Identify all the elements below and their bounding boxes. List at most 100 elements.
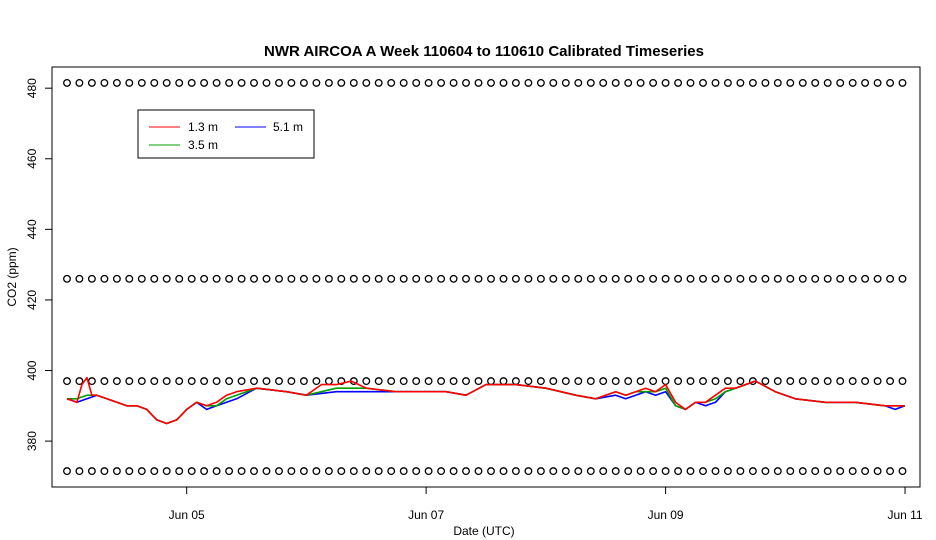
calibration-point bbox=[324, 467, 333, 476]
calibration-point bbox=[549, 377, 558, 386]
calibration-point bbox=[848, 78, 857, 87]
calibration-point bbox=[275, 274, 283, 283]
calibration-point bbox=[711, 78, 720, 87]
calibration-point bbox=[499, 467, 508, 476]
calibration-point bbox=[125, 467, 134, 476]
calibration-point bbox=[437, 78, 446, 87]
calibration-point bbox=[487, 467, 495, 476]
calibration-point bbox=[262, 78, 271, 87]
calibration-point bbox=[287, 78, 296, 87]
calibration-point bbox=[711, 377, 720, 386]
calibration-point bbox=[723, 467, 732, 476]
calibration-point bbox=[848, 377, 857, 386]
calibration-point bbox=[798, 467, 807, 476]
calibration-point bbox=[337, 377, 346, 386]
calibration-point bbox=[686, 467, 695, 476]
series-line-5-1-m bbox=[66, 380, 906, 425]
calibration-point bbox=[312, 467, 321, 476]
calibration-point bbox=[561, 467, 570, 476]
calibration-point bbox=[524, 377, 533, 386]
legend-label-3-5m: 3.5 m bbox=[188, 138, 218, 152]
calibration-point bbox=[823, 377, 832, 386]
legend: 1.3 m 3.5 m 5.1 m bbox=[137, 109, 315, 159]
calibration-point bbox=[699, 274, 707, 283]
legend-label-5-1m: 5.1 m bbox=[273, 120, 303, 134]
calibration-point bbox=[886, 467, 895, 476]
calibration-point bbox=[212, 274, 221, 283]
calibration-point bbox=[524, 467, 533, 476]
calibration-point bbox=[873, 274, 882, 283]
calibration-point bbox=[636, 377, 645, 386]
calibration-point bbox=[661, 78, 670, 87]
calibration-point bbox=[100, 467, 109, 476]
calibration-point bbox=[474, 78, 483, 87]
calibration-point bbox=[574, 274, 583, 283]
calibration-point bbox=[374, 467, 383, 476]
calibration-point bbox=[886, 274, 895, 283]
calibration-point bbox=[449, 467, 458, 476]
calibration-point bbox=[624, 377, 633, 386]
legend-label-1-3m: 1.3 m bbox=[188, 120, 218, 134]
calibration-point bbox=[200, 377, 209, 386]
calibration-point bbox=[212, 467, 221, 476]
calibration-point bbox=[125, 274, 134, 283]
calibration-point bbox=[137, 274, 146, 283]
calibration-point bbox=[786, 274, 795, 283]
calibration-point bbox=[162, 467, 171, 476]
calibration-point bbox=[324, 78, 333, 87]
calibration-point bbox=[362, 78, 371, 87]
calibration-point bbox=[811, 467, 820, 476]
calibration-point bbox=[374, 78, 383, 87]
calibration-point bbox=[437, 377, 446, 386]
calibration-point bbox=[212, 377, 221, 386]
calibration-point bbox=[412, 78, 421, 87]
x-axis-label: Date (UTC) bbox=[453, 524, 514, 538]
y-tick-label: 380 bbox=[25, 431, 39, 451]
calibration-point bbox=[599, 78, 608, 87]
calibration-point bbox=[462, 274, 470, 283]
calibration-point bbox=[674, 377, 683, 386]
calibration-point bbox=[561, 78, 570, 87]
calibration-point bbox=[511, 78, 520, 87]
calibration-point bbox=[63, 78, 71, 87]
calibration-point bbox=[237, 377, 246, 386]
calibration-point bbox=[811, 274, 820, 283]
y-axis-label: CO2 (ppm) bbox=[5, 247, 19, 306]
calibration-point bbox=[761, 274, 770, 283]
calibration-point bbox=[736, 467, 745, 476]
calibration-point bbox=[549, 78, 558, 87]
calibration-point bbox=[586, 78, 595, 87]
calibration-point bbox=[187, 78, 196, 87]
calibration-point bbox=[387, 78, 396, 87]
x-tick-label: Jun 07 bbox=[408, 508, 444, 522]
calibration-point bbox=[611, 467, 620, 476]
calibration-point bbox=[574, 467, 583, 476]
calibration-point bbox=[574, 78, 583, 87]
calibration-point bbox=[536, 78, 545, 87]
calibration-point bbox=[287, 467, 296, 476]
y-tick-label: 440 bbox=[25, 219, 39, 239]
calibration-point bbox=[462, 467, 470, 476]
calibration-point bbox=[699, 377, 707, 386]
calibration-point bbox=[362, 467, 371, 476]
calibration-point bbox=[549, 467, 558, 476]
calibration-point bbox=[649, 274, 658, 283]
calibration-point bbox=[349, 274, 358, 283]
calibration-point bbox=[761, 467, 770, 476]
calibration-point bbox=[761, 377, 770, 386]
calibration-point bbox=[200, 78, 209, 87]
calibration-point bbox=[175, 78, 184, 87]
calibration-point bbox=[250, 78, 258, 87]
calibration-point bbox=[200, 274, 209, 283]
calibration-point bbox=[424, 377, 433, 386]
calibration-point bbox=[87, 78, 96, 87]
y-tick-label: 460 bbox=[25, 148, 39, 168]
calibration-point bbox=[798, 377, 807, 386]
calibration-point bbox=[275, 377, 283, 386]
calibration-point bbox=[424, 274, 433, 283]
calibration-point bbox=[487, 78, 495, 87]
calibration-point bbox=[836, 274, 845, 283]
calibration-point bbox=[212, 78, 221, 87]
calibration-point bbox=[374, 377, 383, 386]
calibration-point bbox=[811, 377, 820, 386]
